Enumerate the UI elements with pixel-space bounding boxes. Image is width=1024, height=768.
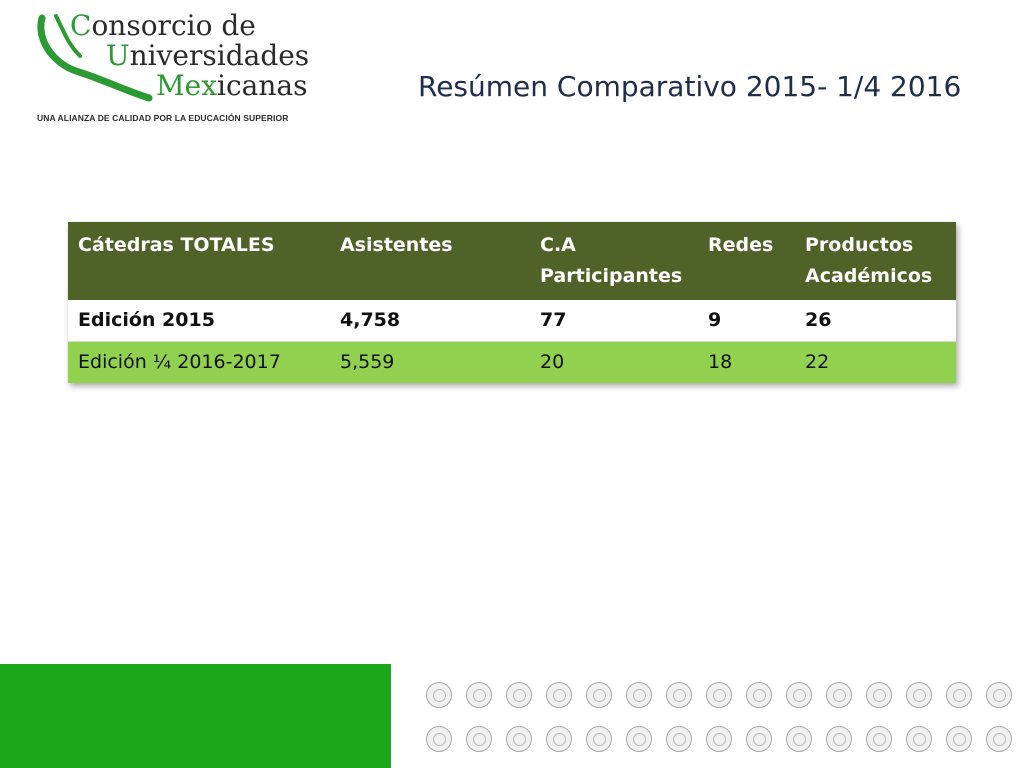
university-seal-icon: [666, 726, 692, 752]
university-seal-icon: [826, 682, 852, 708]
university-seal-icon: [626, 682, 652, 708]
table-cell: 26: [795, 300, 956, 342]
table-header-row: Cátedras TOTALES Asistentes C.A Particip…: [68, 222, 956, 300]
university-seal-icon: [986, 726, 1012, 752]
logo-swoosh-icon: [37, 14, 153, 102]
university-seal-icon: [506, 726, 532, 752]
university-seal-icon: [586, 726, 612, 752]
header-ca-participantes: C.A Participantes: [530, 222, 698, 300]
university-seal-icon: [866, 726, 892, 752]
university-seal-icon: [626, 726, 652, 752]
member-university-seals: [418, 674, 1024, 768]
logo-line-1: Consorcio de: [70, 9, 256, 42]
university-seal-icon: [906, 726, 932, 752]
university-seal-icon: [506, 682, 532, 708]
table-cell: 77: [530, 300, 698, 342]
header-productos: Productos Académicos: [795, 222, 956, 300]
consortium-logo: Consorcio de Universidades Mexicanas UNA…: [34, 9, 309, 125]
table-cell: 4,758: [330, 300, 530, 342]
footer-green-block: [0, 664, 391, 768]
table-cell: 5,559: [330, 341, 530, 383]
logo-line-2: Universidades: [106, 39, 310, 72]
table-row: Edición ¼ 2016-2017 5,559 20 18 22: [68, 341, 956, 383]
university-seal-icon: [946, 682, 972, 708]
university-seal-icon: [826, 726, 852, 752]
university-seal-icon: [706, 682, 732, 708]
university-seal-icon: [426, 726, 452, 752]
university-seal-icon: [466, 682, 492, 708]
university-seal-icon: [866, 682, 892, 708]
logo-line-3: Mexicanas: [156, 69, 308, 102]
university-seal-icon: [706, 726, 732, 752]
university-seal-icon: [986, 682, 1012, 708]
university-seal-icon: [786, 726, 812, 752]
university-seal-icon: [426, 682, 452, 708]
university-seal-icon: [586, 682, 612, 708]
university-seal-icon: [786, 682, 812, 708]
university-seal-icon: [546, 682, 572, 708]
header-asistentes: Asistentes: [330, 222, 530, 300]
table-cell: 22: [795, 341, 956, 383]
university-seal-icon: [746, 682, 772, 708]
table-cell: Edición 2015: [68, 300, 330, 342]
university-seal-icon: [906, 682, 932, 708]
university-seal-icon: [666, 682, 692, 708]
slide-title: Resúmen Comparativo 2015- 1/4 2016: [418, 70, 962, 103]
table-row: Edición 2015 4,758 77 9 26: [68, 300, 956, 342]
university-seal-icon: [546, 726, 572, 752]
header-catedras: Cátedras TOTALES: [68, 222, 330, 300]
comparison-table: Cátedras TOTALES Asistentes C.A Particip…: [68, 222, 956, 383]
table-cell: 9: [698, 300, 795, 342]
header-redes: Redes: [698, 222, 795, 300]
table-cell: 18: [698, 341, 795, 383]
university-seal-icon: [466, 726, 492, 752]
logo-tagline: UNA ALIANZA DE CALIDAD POR LA EDUCACIÓN …: [37, 113, 289, 123]
table-cell: Edición ¼ 2016-2017: [68, 341, 330, 383]
university-seal-icon: [946, 726, 972, 752]
table-cell: 20: [530, 341, 698, 383]
university-seal-icon: [746, 726, 772, 752]
